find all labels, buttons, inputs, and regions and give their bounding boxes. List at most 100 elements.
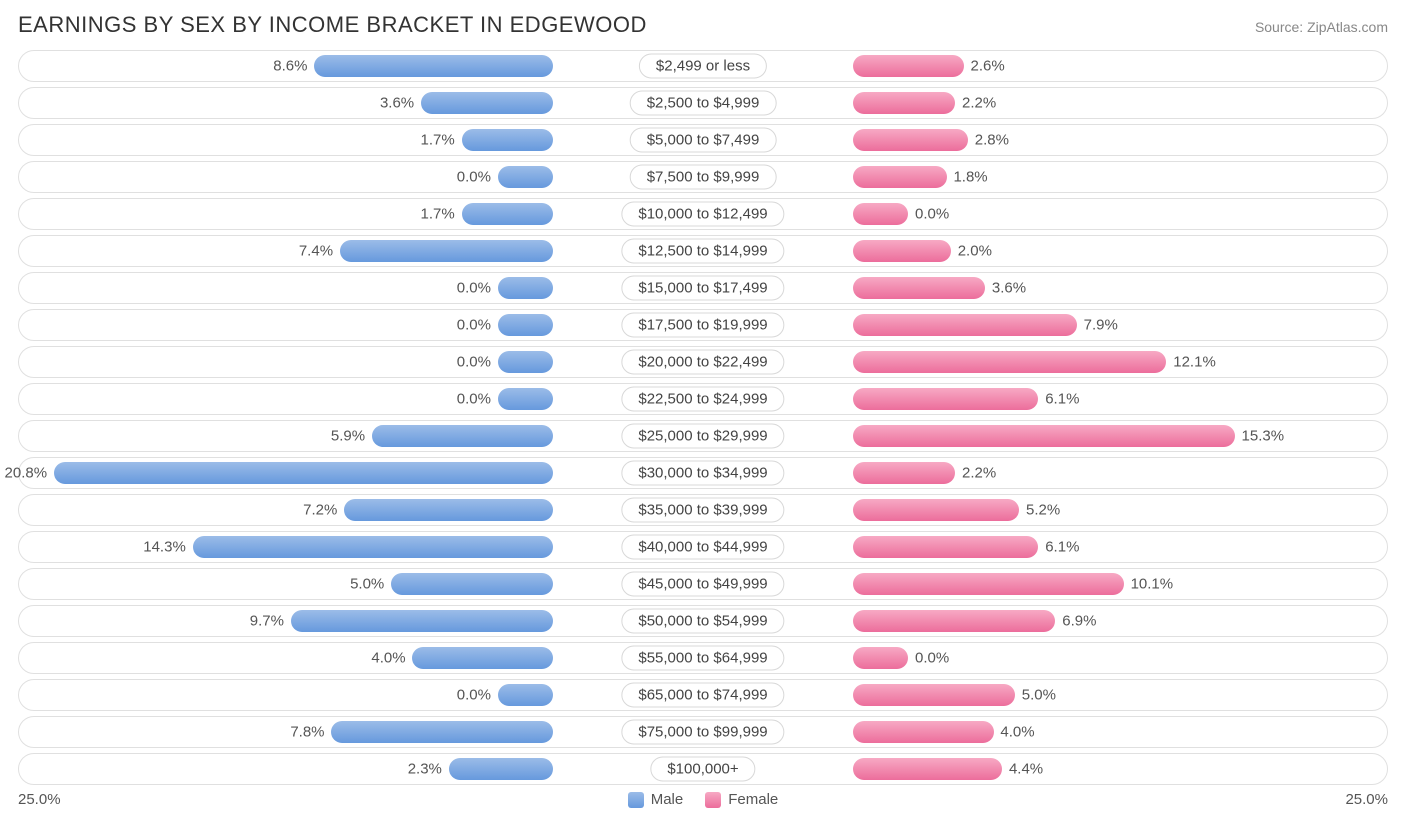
female-value: 4.0%	[1000, 724, 1034, 741]
female-bar	[853, 166, 946, 188]
bracket-label: $7,500 to $9,999	[630, 165, 777, 190]
chart-row: 20.8%2.2%$30,000 to $34,999	[18, 457, 1388, 489]
female-value: 7.9%	[1084, 317, 1118, 334]
male-value: 0.0%	[457, 354, 491, 371]
female-bar	[853, 721, 993, 743]
female-value: 2.6%	[971, 58, 1005, 75]
axis-max-left: 25.0%	[18, 791, 61, 808]
female-bar	[853, 314, 1076, 336]
bracket-label: $5,000 to $7,499	[630, 128, 777, 153]
male-value: 7.4%	[299, 243, 333, 260]
female-value: 6.1%	[1045, 539, 1079, 556]
male-value: 0.0%	[457, 391, 491, 408]
source-label: Source: ZipAtlas.com	[1255, 19, 1388, 35]
male-value: 14.3%	[143, 539, 186, 556]
bracket-label: $2,499 or less	[639, 54, 767, 79]
female-value: 2.2%	[962, 465, 996, 482]
male-value: 7.8%	[290, 724, 324, 741]
male-bar	[193, 536, 553, 558]
bracket-label: $25,000 to $29,999	[621, 424, 784, 449]
male-bar	[340, 240, 553, 262]
male-bar	[344, 499, 552, 521]
male-value: 20.8%	[5, 465, 48, 482]
legend-female-label: Female	[728, 791, 778, 808]
chart-row: 0.0% 7.9% $17,500 to $19,999	[18, 309, 1388, 341]
male-bar	[331, 721, 552, 743]
female-value: 0.0%	[915, 650, 949, 667]
bracket-label: $55,000 to $64,999	[621, 646, 784, 671]
bracket-label: $17,500 to $19,999	[621, 313, 784, 338]
female-swatch	[705, 792, 721, 808]
chart-row: 0.0%6.1%$22,500 to $24,999	[18, 383, 1388, 415]
female-value: 5.0%	[1022, 687, 1056, 704]
female-bar	[853, 240, 950, 262]
bracket-label: $40,000 to $44,999	[621, 535, 784, 560]
chart-row: 2.3%4.4%$100,000+	[18, 753, 1388, 785]
male-value: 0.0%	[457, 169, 491, 186]
chart-row: 0.0%3.6%$15,000 to $17,499	[18, 272, 1388, 304]
female-value: 6.1%	[1045, 391, 1079, 408]
male-swatch	[628, 792, 644, 808]
footer: 25.0% Male Female 25.0%	[18, 791, 1388, 808]
female-value: 2.0%	[958, 243, 992, 260]
chart-area: 8.6%2.6%$2,499 or less3.6%2.2%$2,500 to …	[18, 50, 1388, 785]
female-bar	[853, 684, 1014, 706]
female-value: 0.0%	[915, 206, 949, 223]
female-bar	[853, 55, 963, 77]
female-bar	[853, 92, 955, 114]
female-value: 5.2%	[1026, 502, 1060, 519]
bracket-label: $50,000 to $54,999	[621, 609, 784, 634]
female-value: 4.4%	[1009, 761, 1043, 778]
male-value: 0.0%	[457, 687, 491, 704]
male-bar	[314, 55, 552, 77]
chart-row: 0.0% 5.0% $65,000 to $74,999	[18, 679, 1388, 711]
male-bar	[291, 610, 553, 632]
bracket-label: $100,000+	[650, 757, 755, 782]
female-value: 3.6%	[992, 280, 1026, 297]
male-value: 7.2%	[303, 502, 337, 519]
bracket-label: $45,000 to $49,999	[621, 572, 784, 597]
female-value: 1.8%	[953, 169, 987, 186]
male-bar	[372, 425, 553, 447]
legend: Male Female	[628, 791, 779, 808]
chart-row: 5.9%15.3%$25,000 to $29,999	[18, 420, 1388, 452]
female-bar	[853, 647, 908, 669]
legend-item-male: Male	[628, 791, 684, 808]
bracket-label: $65,000 to $74,999	[621, 683, 784, 708]
bracket-label: $10,000 to $12,499	[621, 202, 784, 227]
male-bar	[498, 166, 553, 188]
female-bar	[853, 610, 1055, 632]
male-bar	[462, 203, 553, 225]
axis-max-right: 25.0%	[1345, 791, 1388, 808]
legend-male-label: Male	[651, 791, 684, 808]
female-bar	[853, 536, 1038, 558]
chart-row: 1.7%2.8%$5,000 to $7,499	[18, 124, 1388, 156]
chart-row: 7.2% 5.2% $35,000 to $39,999	[18, 494, 1388, 526]
male-value: 0.0%	[457, 317, 491, 334]
female-value: 6.9%	[1062, 613, 1096, 630]
male-value: 1.7%	[420, 132, 454, 149]
male-value: 5.0%	[350, 576, 384, 593]
female-value: 10.1%	[1131, 576, 1174, 593]
female-bar	[853, 462, 955, 484]
male-value: 4.0%	[371, 650, 405, 667]
male-bar	[421, 92, 553, 114]
male-bar	[391, 573, 552, 595]
male-value: 3.6%	[380, 95, 414, 112]
male-value: 0.0%	[457, 280, 491, 297]
male-bar	[498, 388, 553, 410]
female-bar	[853, 277, 985, 299]
chart-row: 9.7% 6.9% $50,000 to $54,999	[18, 605, 1388, 637]
bracket-label: $35,000 to $39,999	[621, 498, 784, 523]
chart-row: 0.0% 1.8% $7,500 to $9,999	[18, 161, 1388, 193]
male-value: 5.9%	[331, 428, 365, 445]
male-value: 1.7%	[420, 206, 454, 223]
chart-row: 14.3% 6.1% $40,000 to $44,999	[18, 531, 1388, 563]
male-value: 9.7%	[250, 613, 284, 630]
male-bar	[412, 647, 552, 669]
female-bar	[853, 351, 1166, 373]
bracket-label: $75,000 to $99,999	[621, 720, 784, 745]
female-bar	[853, 129, 967, 151]
male-bar	[498, 314, 553, 336]
male-bar	[498, 684, 553, 706]
